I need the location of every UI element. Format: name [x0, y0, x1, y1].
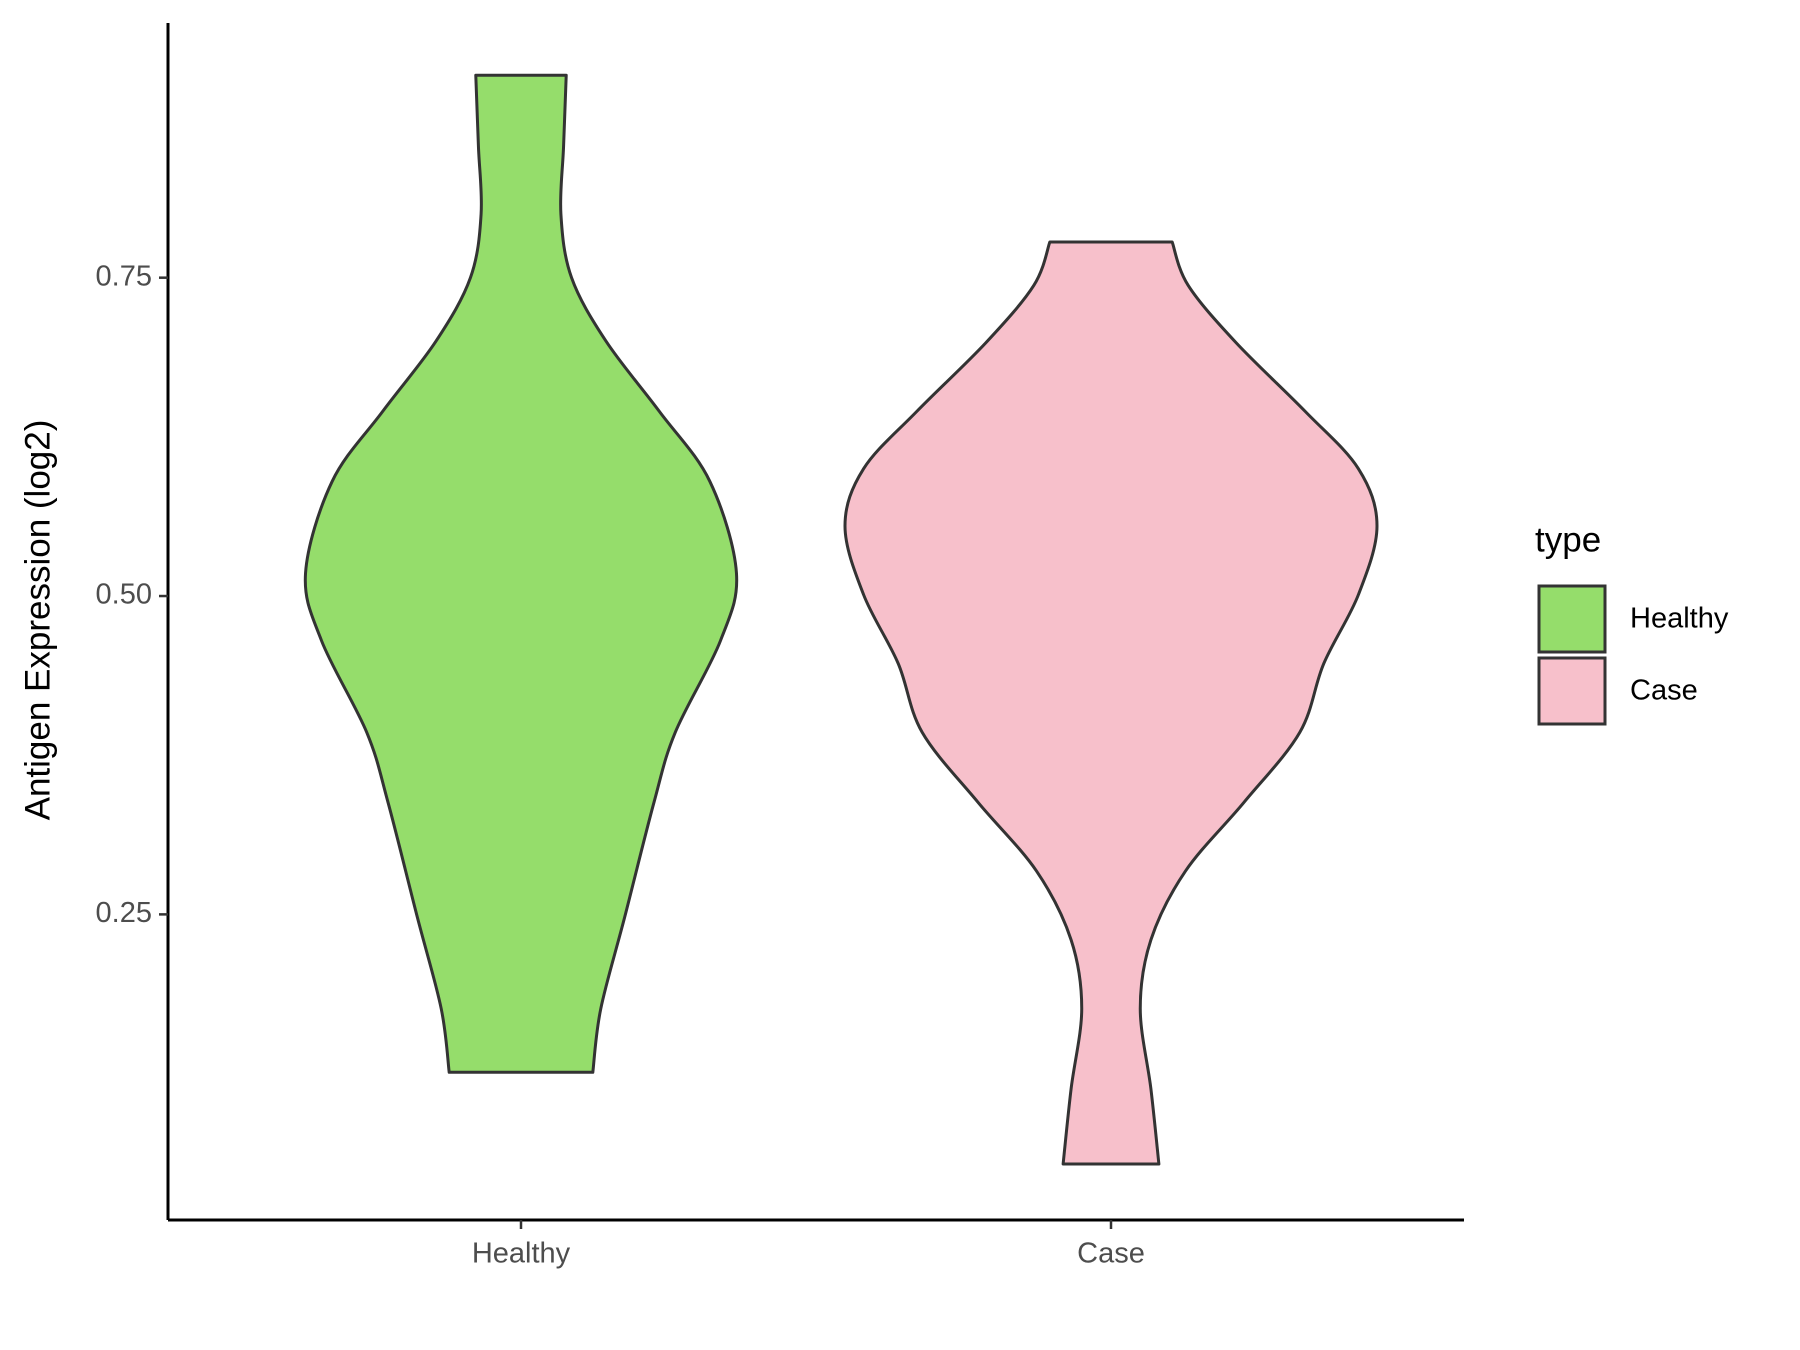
violin	[303, 73, 739, 1074]
x-tick-label: Case	[1077, 1238, 1145, 1270]
y-tick-label: 0.50	[96, 579, 152, 611]
legend-title: type	[1535, 520, 1601, 559]
y-tick-label: 0.75	[96, 260, 152, 292]
legend-swatch	[1537, 584, 1607, 654]
violin	[843, 240, 1379, 1166]
y-tick-label: 0.25	[96, 897, 152, 929]
legend-label: Healthy	[1630, 603, 1729, 635]
y-axis-title: Antigen Expression (log2)	[18, 420, 57, 821]
legend-label: Case	[1630, 675, 1698, 707]
x-tick-label: Healthy	[472, 1238, 571, 1270]
legend-swatch	[1537, 656, 1607, 726]
